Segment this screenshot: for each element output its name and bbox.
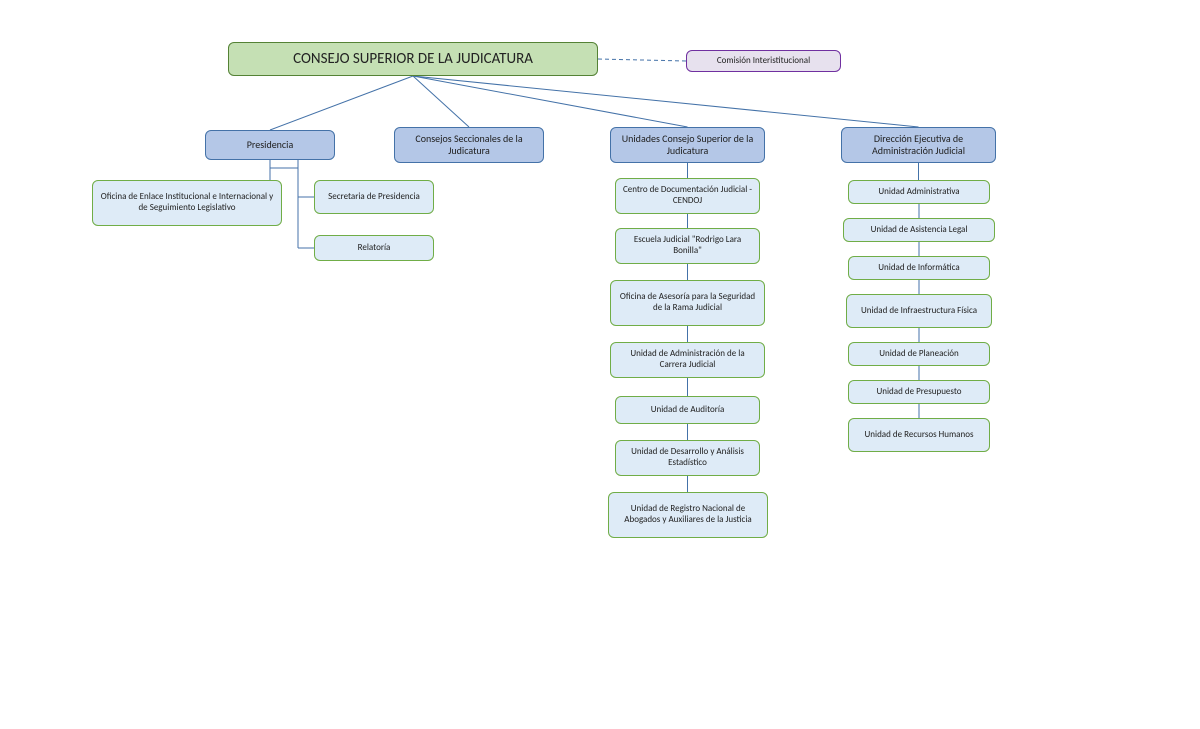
node-d3: Unidad de Informática	[848, 256, 990, 280]
node-u7: Unidad de Registro Nacional de Abogados …	[608, 492, 768, 538]
node-relatoria: Relatoría	[314, 235, 434, 261]
node-oficina_enlace: Oficina de Enlace Institucional e Intern…	[92, 180, 282, 226]
node-d5: Unidad de Planeación	[848, 342, 990, 366]
node-u1: Centro de Documentación Judicial - CENDO…	[615, 178, 760, 214]
node-root: CONSEJO SUPERIOR DE LA JUDICATURA	[228, 42, 598, 76]
node-u4: Unidad de Administración de la Carrera J…	[610, 342, 765, 378]
node-presidencia: Presidencia	[205, 130, 335, 160]
node-d2: Unidad de Asistencia Legal	[843, 218, 995, 242]
node-consejos: Consejos Seccionales de la Judicatura	[394, 127, 544, 163]
node-d7: Unidad de Recursos Humanos	[848, 418, 990, 452]
node-d6: Unidad de Presupuesto	[848, 380, 990, 404]
node-u5: Unidad de Auditoría	[615, 396, 760, 424]
node-u6: Unidad de Desarrollo y Análisis Estadíst…	[615, 440, 760, 476]
connector-layer	[0, 0, 1200, 729]
node-unidades: Unidades Consejo Superior de la Judicatu…	[610, 127, 765, 163]
node-direccion: Dirección Ejecutiva de Administración Ju…	[841, 127, 996, 163]
node-d1: Unidad Administrativa	[848, 180, 990, 204]
node-secretaria: Secretaria de Presidencia	[314, 180, 434, 214]
node-d4: Unidad de Infraestructura Física	[846, 294, 992, 328]
node-u2: Escuela Judicial "Rodrigo Lara Bonilla"	[615, 228, 760, 264]
node-comision: Comisión Interistitucional	[686, 50, 841, 72]
node-u3: Oficina de Asesoría para la Seguridad de…	[610, 280, 765, 326]
